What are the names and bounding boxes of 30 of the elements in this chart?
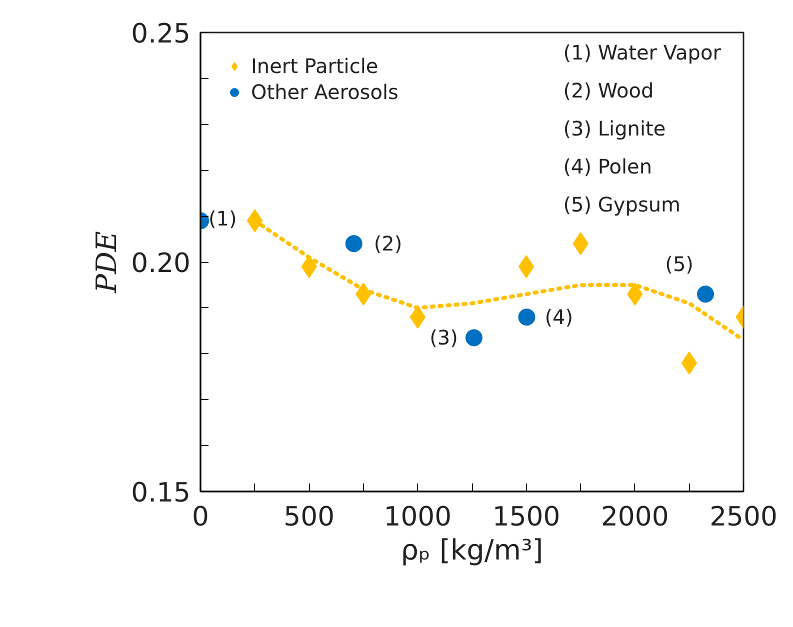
annotation: (5) (665, 252, 694, 276)
annotation: (3) (430, 326, 458, 350)
annotation: (5) Gypsum (563, 192, 681, 216)
point (345, 235, 362, 252)
x-tick-label: 1000 (384, 502, 452, 532)
x-tick-label: 500 (284, 502, 335, 532)
x-tick-label: 1500 (492, 502, 560, 532)
point (518, 255, 534, 278)
point (465, 329, 482, 346)
point (410, 306, 426, 329)
annotation: (4) (544, 305, 574, 330)
y-tick-label: 0.25 (131, 18, 191, 50)
x-tick-label: 2000 (600, 502, 669, 532)
x-tick-label: 0 (192, 502, 209, 532)
y-tick-label: 0.15 (131, 478, 191, 508)
annotation: (2) Wood (563, 78, 654, 102)
annotation: (1) Water Vapor (563, 40, 722, 64)
x-tick-label: 2500 (710, 502, 778, 532)
legend-label: Inert Particle (251, 54, 378, 78)
point (518, 308, 536, 326)
annotation: (3) Lignite (563, 116, 666, 140)
legend-label: Other Aerosols (251, 80, 398, 104)
annotation: (1) (208, 206, 237, 231)
point (681, 351, 698, 374)
y-tick-label: 0.20 (131, 248, 191, 279)
y-axis-title: PDE (90, 231, 124, 294)
point (696, 286, 714, 303)
annotation: (2) (374, 232, 402, 256)
annotation: (4) Polen (563, 154, 652, 178)
x-axis-title: ρₚ [kg/m³] (400, 534, 544, 566)
